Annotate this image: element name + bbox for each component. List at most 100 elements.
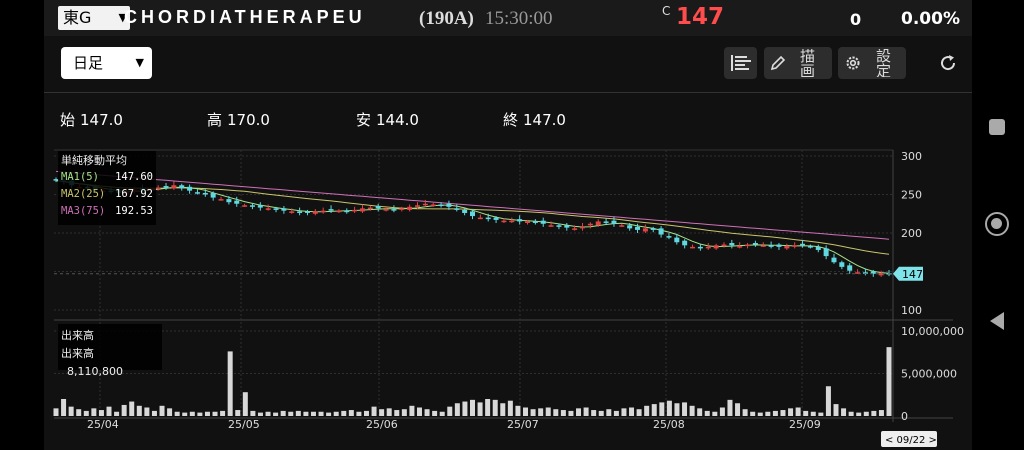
volume-bar <box>348 410 354 416</box>
volume-bar <box>742 409 748 416</box>
ohlc-high: 高 170.0 <box>207 109 270 130</box>
volume-bar <box>167 408 173 416</box>
candle-body <box>800 243 806 246</box>
volume-bar <box>220 410 226 416</box>
volume-bar <box>257 412 263 416</box>
ohlc-low: 安 144.0 <box>356 109 419 130</box>
volume-bar <box>159 405 165 416</box>
ma3-value: 192.53 <box>115 205 153 217</box>
date-tick-label: 25/05 <box>228 418 260 431</box>
candle-body <box>839 262 845 267</box>
recent-apps-icon[interactable] <box>989 119 1005 135</box>
last-price-tag <box>893 266 923 281</box>
volume-bar <box>470 399 475 416</box>
candle-body <box>210 192 216 198</box>
volume-bar <box>538 408 544 416</box>
candle-body <box>658 228 664 235</box>
candle-body <box>690 246 696 249</box>
price-tick-label: 100 <box>901 304 922 317</box>
close-value: 147.0 <box>523 111 566 129</box>
candle-body <box>53 179 59 181</box>
volume-bar <box>227 351 233 416</box>
volume-bar <box>712 411 718 416</box>
ticker-code: (190A) <box>419 8 474 29</box>
exchange-label: 東G <box>63 8 92 27</box>
candle-body <box>627 225 633 229</box>
divider <box>44 92 972 93</box>
volume-bar <box>273 412 279 416</box>
volume-bar <box>477 402 483 416</box>
volume-bar <box>151 410 157 416</box>
volume-bar <box>265 411 271 416</box>
cursor-date-box <box>881 431 937 447</box>
candle-body <box>391 209 397 211</box>
volume-bar <box>454 403 460 416</box>
price-change: 0 <box>850 10 862 29</box>
date-tick-label: 25/07 <box>507 418 539 431</box>
candle-body <box>218 199 224 201</box>
exchange-select[interactable]: 東G ▼ <box>58 6 130 30</box>
date-tick-label: 25/04 <box>87 418 119 431</box>
volume-bar <box>666 400 672 416</box>
volume-bar <box>576 408 582 416</box>
volume-bar <box>810 411 816 416</box>
volume-bar <box>106 406 112 416</box>
volume-bar <box>863 411 869 416</box>
volume-legend: 出来高 出来高 8,110,800 <box>58 324 162 378</box>
candle-body <box>477 217 483 220</box>
volume-bar <box>515 405 521 416</box>
candle-body <box>265 208 271 210</box>
high-label: 高 <box>207 111 223 129</box>
refresh-icon[interactable] <box>938 53 958 73</box>
candle-body <box>226 199 232 203</box>
app-window: 東G ▼ CHORDIATHERAPEU (190A) 15:30:00 C 1… <box>44 0 972 450</box>
candle-body <box>249 205 255 207</box>
volume-bar <box>674 403 680 416</box>
candle-body <box>194 192 200 194</box>
volume-bar <box>825 386 831 416</box>
candle-body <box>713 245 719 249</box>
candle-body <box>815 246 821 250</box>
volume-bar <box>129 401 135 416</box>
volume-bar <box>98 410 104 416</box>
ma3-row: MA3(75) 192.53 <box>61 203 153 220</box>
volume-legend-row: 出来高 8,110,800 <box>61 345 159 381</box>
candle-body <box>525 221 531 223</box>
candle-body <box>509 220 515 223</box>
volume-bar <box>401 409 407 416</box>
ma3-line <box>55 170 890 240</box>
volume-bar <box>598 410 604 416</box>
candle-body <box>862 272 868 274</box>
candle-body <box>831 257 837 263</box>
price-chart[interactable]: 300 250 200 100 25/04 25/05 25/06 25/07 25/08 25/… <box>44 0 972 450</box>
candle-body <box>257 205 263 208</box>
volume-bar <box>363 410 369 416</box>
volume-bar <box>280 410 286 416</box>
candle-body <box>289 211 295 213</box>
draw-button[interactable]: 描画 <box>764 47 832 79</box>
volume-bar <box>795 407 801 416</box>
candle-body <box>807 246 813 248</box>
volume-bar <box>568 410 574 416</box>
volume-bar <box>462 401 468 416</box>
candle-body <box>422 203 428 206</box>
ma1-line <box>55 180 890 274</box>
volume-tick-label: 10,000,000 <box>901 325 964 338</box>
candle-body <box>352 209 358 212</box>
volume-bar <box>136 405 142 416</box>
period-select[interactable]: 日足 ▼ <box>61 47 152 79</box>
volume-bar <box>189 411 195 416</box>
date-tick-label: 25/06 <box>366 418 398 431</box>
volume-bar <box>242 392 248 416</box>
back-icon[interactable] <box>990 312 1004 330</box>
candle-body <box>619 225 625 227</box>
home-icon[interactable] <box>985 212 1009 236</box>
indicator-button[interactable] <box>724 47 757 79</box>
ticker-name: CHORDIATHERAPEU <box>124 7 366 27</box>
candle-body <box>304 211 310 213</box>
settings-button[interactable]: 設定 <box>838 47 906 79</box>
volume-bar <box>772 410 778 416</box>
volume-bar <box>833 404 839 416</box>
volume-bar <box>356 411 362 416</box>
volume-bar <box>651 404 657 416</box>
